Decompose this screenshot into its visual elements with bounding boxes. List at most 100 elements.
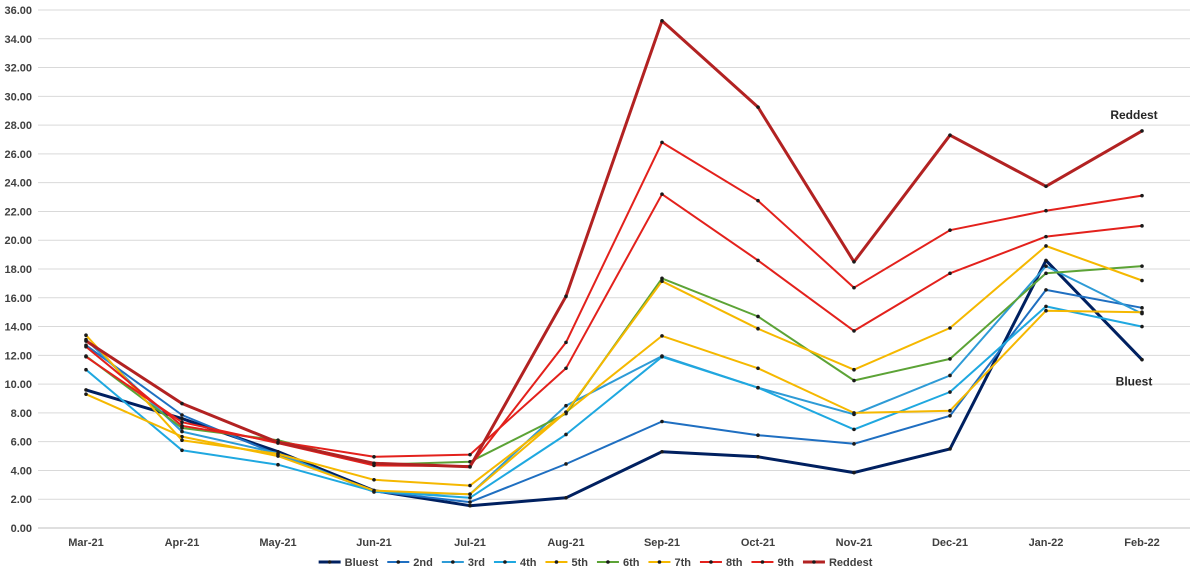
data-point bbox=[372, 477, 376, 482]
data-point bbox=[852, 285, 856, 290]
data-point bbox=[1044, 258, 1048, 263]
data-point bbox=[1044, 288, 1048, 292]
y-tick-label: 0.00 bbox=[11, 523, 32, 535]
series-line bbox=[85, 19, 1143, 469]
data-point bbox=[372, 461, 376, 466]
series-line bbox=[85, 193, 1143, 458]
data-point bbox=[84, 392, 88, 396]
data-point bbox=[1044, 208, 1048, 213]
data-point bbox=[468, 500, 472, 504]
data-point bbox=[948, 408, 952, 413]
data-point bbox=[852, 367, 856, 372]
y-tick-label: 28.00 bbox=[4, 120, 32, 132]
legend-marker bbox=[327, 560, 332, 564]
x-tick-label: Nov-21 bbox=[836, 537, 873, 549]
data-point bbox=[468, 492, 472, 496]
x-tick-label: Dec-21 bbox=[932, 537, 968, 549]
y-tick-label: 2.00 bbox=[11, 494, 32, 506]
y-tick-label: 10.00 bbox=[4, 379, 32, 391]
legend-item: 9th bbox=[751, 557, 794, 569]
data-point bbox=[180, 438, 184, 443]
data-point bbox=[660, 354, 664, 359]
data-point bbox=[756, 198, 760, 203]
data-point bbox=[468, 465, 472, 469]
data-point bbox=[180, 429, 184, 434]
y-tick-label: 14.00 bbox=[4, 322, 32, 334]
data-point bbox=[852, 329, 856, 333]
data-point bbox=[1140, 324, 1144, 329]
legend-marker bbox=[396, 560, 401, 564]
data-point bbox=[756, 314, 760, 319]
legend-item: 8th bbox=[699, 557, 743, 569]
legend-label: 6th bbox=[623, 557, 640, 569]
data-point bbox=[1044, 308, 1048, 313]
y-tick-label: 18.00 bbox=[4, 264, 32, 276]
series-line bbox=[85, 141, 1143, 468]
data-point bbox=[852, 427, 856, 432]
data-point bbox=[948, 271, 952, 276]
legend-item: Bluest bbox=[318, 557, 379, 569]
legend-marker bbox=[657, 560, 662, 564]
legend-item: 6th bbox=[596, 557, 640, 569]
y-tick-label: 8.00 bbox=[11, 408, 32, 420]
data-point bbox=[372, 488, 376, 493]
data-point bbox=[948, 373, 952, 378]
data-point bbox=[84, 367, 88, 372]
data-point bbox=[1044, 234, 1048, 239]
data-point bbox=[180, 448, 184, 453]
y-axis: 0.00 2.00 4.00 6.00 8.00 10.00 12.00 14.00 16.00… bbox=[4, 5, 32, 535]
x-tick-label: Apr-21 bbox=[165, 537, 200, 549]
x-tick-label: Jun-21 bbox=[356, 537, 391, 549]
legend-item: 4th bbox=[493, 557, 537, 569]
y-tick-label: 34.00 bbox=[4, 34, 32, 46]
legend: Bluest 2nd 3rd 4th 5th 6th 7th 8th 9th Reddest bbox=[318, 557, 873, 569]
data-point bbox=[1044, 271, 1048, 276]
data-point bbox=[852, 260, 856, 264]
data-point bbox=[948, 133, 952, 137]
legend-label: Reddest bbox=[829, 557, 873, 569]
data-point bbox=[564, 294, 568, 299]
data-point bbox=[660, 18, 664, 23]
series-7th bbox=[84, 244, 1144, 488]
data-point bbox=[276, 440, 280, 445]
legend-label: 8th bbox=[726, 557, 743, 569]
data-point bbox=[660, 192, 664, 196]
data-point bbox=[468, 495, 472, 500]
data-point bbox=[180, 416, 184, 421]
data-point bbox=[1044, 304, 1048, 309]
legend-label: 4th bbox=[520, 557, 537, 569]
data-point bbox=[948, 357, 952, 361]
y-tick-label: 24.00 bbox=[4, 178, 32, 190]
data-point bbox=[1140, 310, 1144, 314]
data-point bbox=[84, 333, 88, 337]
series-4th bbox=[84, 304, 1144, 500]
legend-label: 2nd bbox=[413, 557, 433, 569]
data-point bbox=[180, 434, 184, 439]
data-point bbox=[564, 410, 568, 414]
x-axis: Mar-21 Apr-21 May-21 Jun-21 Jul-21 Aug-21 Sep-… bbox=[68, 537, 1159, 549]
legend-item: 7th bbox=[648, 557, 691, 569]
data-point bbox=[564, 403, 568, 408]
data-point bbox=[948, 228, 952, 232]
data-point bbox=[1140, 264, 1144, 268]
annotation-label: Reddest bbox=[1110, 108, 1157, 122]
data-point bbox=[948, 447, 952, 451]
y-tick-label: 22.00 bbox=[4, 206, 32, 218]
x-tick-label: Oct-21 bbox=[741, 537, 775, 549]
data-point bbox=[84, 354, 88, 359]
data-point bbox=[756, 454, 760, 459]
series-line bbox=[85, 258, 1144, 508]
data-point bbox=[1044, 184, 1048, 189]
gridlines bbox=[38, 9, 1190, 529]
y-tick-label: 26.00 bbox=[4, 149, 32, 161]
legend-item: 5th bbox=[545, 557, 588, 569]
legend-label: 3rd bbox=[468, 557, 485, 569]
legend-label: 9th bbox=[777, 557, 794, 569]
data-point bbox=[660, 449, 664, 454]
data-point bbox=[756, 258, 760, 263]
legend-item: 2nd bbox=[387, 557, 433, 569]
series-line bbox=[85, 265, 1143, 496]
legend-marker bbox=[554, 560, 559, 564]
